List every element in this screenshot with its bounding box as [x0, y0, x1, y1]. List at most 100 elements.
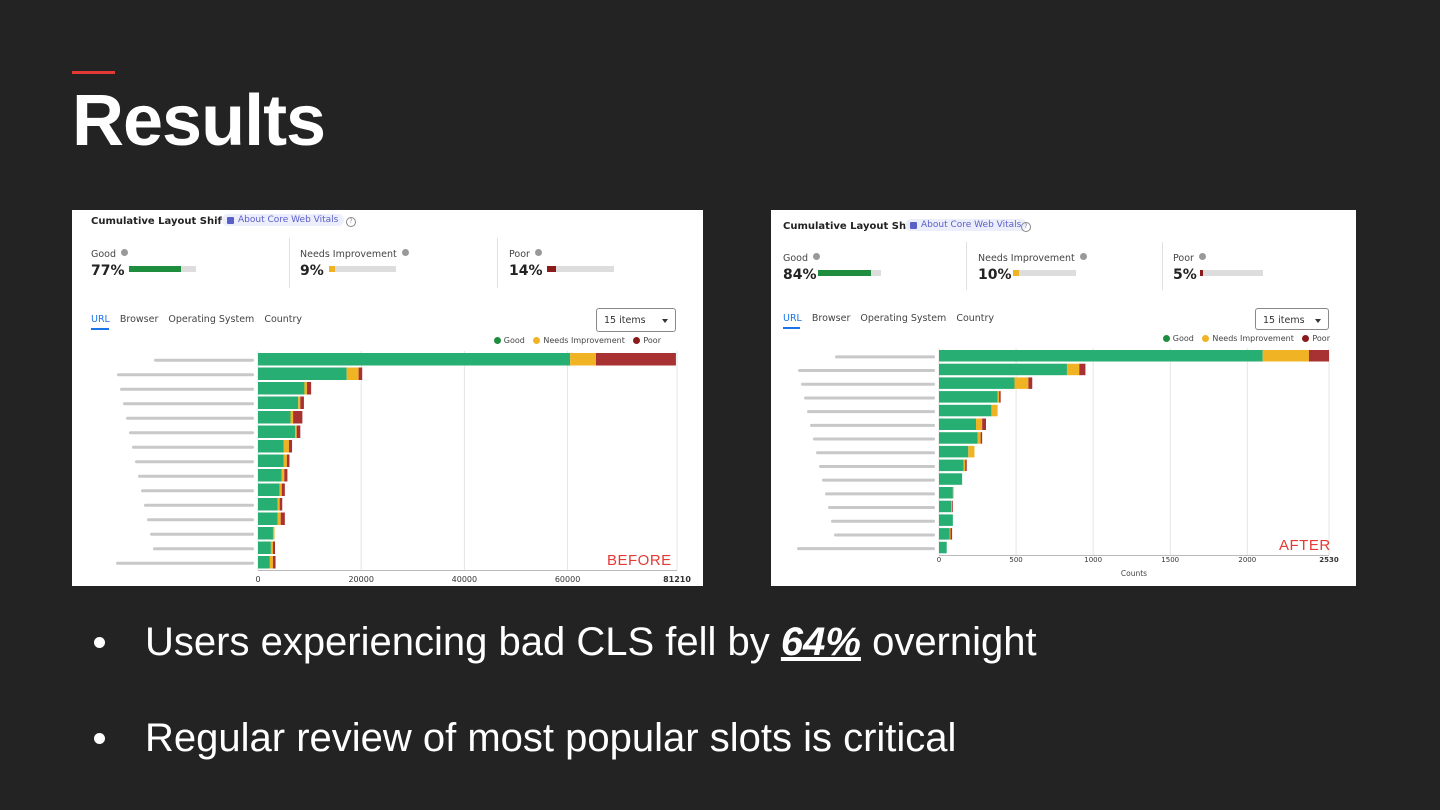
blurred-url-label: [126, 416, 254, 420]
x-tick-label: 81210: [663, 575, 691, 584]
bar-segment-good: [939, 473, 963, 485]
info-icon[interactable]: [401, 249, 409, 256]
bar-segment-needs-improvement: [963, 459, 966, 472]
bar-segment-needs-improvement: [951, 500, 953, 513]
bar-segment-poor: [952, 500, 953, 513]
blurred-url-label: [801, 382, 935, 386]
legend-label: Needs Improvement: [543, 336, 625, 345]
title-accent-line: [72, 71, 115, 74]
metric-progress-bar: [1200, 270, 1263, 276]
bar-segment-good: [258, 367, 347, 380]
tab-url[interactable]: URL: [91, 314, 110, 325]
items-per-page-select[interactable]: 15 items: [1255, 308, 1329, 330]
tab-browser[interactable]: Browser: [811, 313, 851, 324]
help-icon[interactable]: ?: [1021, 222, 1031, 232]
bar-segment-needs-improvement: [272, 527, 275, 540]
bar-segment-poor: [281, 483, 285, 496]
metric-value: 14%: [509, 263, 543, 279]
items-per-page-select[interactable]: 15 items: [596, 308, 676, 332]
bar-segment-needs-improvement: [991, 404, 998, 417]
bar-segment-poor: [595, 353, 676, 366]
info-icon[interactable]: [1198, 253, 1206, 260]
bar-segment-poor: [280, 512, 285, 525]
bar-segment-needs-improvement: [304, 382, 308, 395]
legend-swatch: [1162, 335, 1170, 342]
bar-segment-good: [258, 498, 278, 511]
tab-browser[interactable]: Browser: [119, 314, 159, 325]
legend-swatch: [533, 337, 541, 344]
bar-segment-needs-improvement: [279, 483, 282, 496]
tab-operating-system[interactable]: Operating System: [860, 313, 947, 324]
bullet-text: Regular review of most popular slots is …: [145, 716, 957, 760]
bar-segment-needs-improvement: [283, 440, 289, 453]
bar-segment-needs-improvement: [570, 353, 596, 366]
info-icon[interactable]: [121, 249, 129, 256]
blurred-url-label: [807, 410, 935, 414]
metric-divider: [289, 238, 290, 288]
about-label: About Core Web Vitals: [921, 220, 1022, 230]
metric-progress-bar: [329, 266, 396, 272]
blurred-url-label: [819, 464, 935, 468]
blurred-url-label: [123, 402, 254, 406]
metric-divider: [497, 238, 498, 288]
bar-segment-needs-improvement: [968, 445, 975, 458]
blurred-url-label: [116, 561, 254, 565]
x-tick-label: 2000: [1238, 556, 1256, 564]
before-stamp: BEFORE: [607, 552, 672, 569]
info-icon[interactable]: [534, 249, 542, 256]
bar-segment-needs-improvement: [277, 512, 281, 525]
chevron-down-icon: [1315, 319, 1321, 323]
bar-segment-poor: [272, 541, 276, 554]
bar-segment-poor: [296, 425, 301, 438]
metric-good: Good 77%: [91, 242, 196, 279]
bar-segment-needs-improvement: [269, 556, 273, 569]
legend-swatch: [1302, 335, 1310, 342]
about-core-web-vitals-link[interactable]: About Core Web Vitals: [222, 214, 345, 226]
select-value: 15 items: [1263, 315, 1305, 326]
blurred-url-label: [120, 387, 254, 391]
about-core-web-vitals-link[interactable]: About Core Web Vitals: [905, 219, 1028, 231]
active-tab-indicator: [91, 328, 109, 330]
tab-country[interactable]: Country: [264, 314, 303, 325]
panel-title: Cumulative Layout Shift: [783, 221, 919, 232]
legend-item-poor: Poor: [1302, 334, 1330, 343]
legend-label: Good: [503, 336, 525, 345]
bar-segment-good: [939, 514, 953, 526]
metric-progress-bar: [547, 266, 614, 272]
tab-operating-system[interactable]: Operating System: [168, 314, 255, 325]
blurred-url-label: [825, 492, 935, 496]
blurred-url-label: [828, 506, 935, 510]
bar-segment-poor: [272, 556, 276, 569]
info-icon[interactable]: [1079, 253, 1087, 260]
before-stacked-bar-chart: 0 20000 40000 60000 81210: [116, 351, 691, 584]
bar-segment-needs-improvement: [295, 425, 297, 438]
bar-segment-poor: [293, 411, 303, 424]
bar-segment-poor: [300, 396, 304, 409]
metric-label: Poor: [509, 249, 530, 260]
bar-segment-good: [258, 527, 273, 540]
blurred-url-label: [154, 358, 254, 362]
metric-label: Poor: [1173, 253, 1194, 264]
blurred-url-label: [835, 355, 935, 359]
chart-legend: Good Needs Improvement Poor: [1157, 334, 1330, 343]
blurred-url-label: [813, 437, 935, 441]
bar-segment-good: [258, 469, 282, 482]
blurred-url-label: [816, 451, 935, 455]
info-icon[interactable]: [813, 253, 821, 260]
metric-value: 9%: [300, 263, 324, 279]
bar-segment-poor: [965, 459, 967, 472]
help-icon[interactable]: ?: [346, 217, 356, 227]
bar-segment-needs-improvement: [952, 487, 954, 499]
metric-label: Needs Improvement: [300, 249, 397, 260]
tab-country[interactable]: Country: [956, 313, 995, 324]
before-screenshot-panel: Cumulative Layout Shift About Core Web V…: [72, 210, 703, 586]
tab-url[interactable]: URL: [783, 313, 802, 324]
x-tick-label: 1500: [1161, 556, 1179, 564]
x-tick-label: 1000: [1084, 556, 1102, 564]
book-icon: [227, 217, 234, 224]
select-value: 15 items: [604, 315, 646, 326]
blurred-url-label: [831, 519, 935, 523]
metric-label: Needs Improvement: [978, 253, 1075, 264]
bar-segment-good: [939, 528, 950, 540]
bar-segment-good: [939, 541, 947, 554]
